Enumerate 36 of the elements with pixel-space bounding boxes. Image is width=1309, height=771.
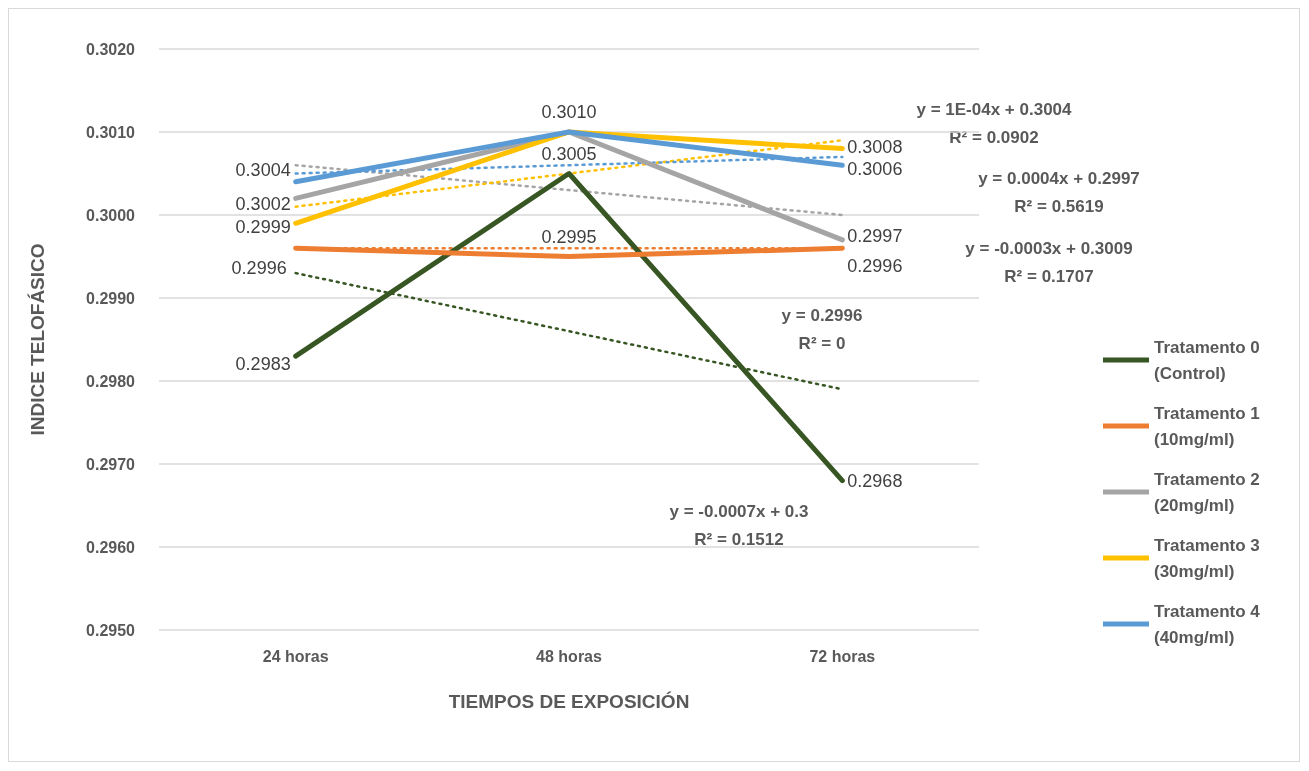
- legend-label: Tratamento 2 (20mg/ml): [1154, 469, 1265, 515]
- data-label: 0.3010: [541, 102, 597, 122]
- legend-label: Tratamento 4 (40mg/ml): [1154, 601, 1265, 647]
- y-tick-label: 0.3000: [86, 206, 136, 224]
- x-axis-title: TIEMPOS DE EXPOSICIÓN: [448, 691, 690, 712]
- y-tick-label: 0.3020: [86, 40, 136, 58]
- data-label: 0.2968: [847, 470, 903, 491]
- y-tick-label: 0.2970: [86, 455, 136, 473]
- annotation: y = 1E-04x + 0.3004 R² = 0.0902: [916, 99, 1073, 147]
- data-label: 0.2996: [847, 256, 903, 277]
- legend-label: Tratamento 1 (10mg/ml): [1154, 403, 1265, 449]
- y-tick-label: 0.2980: [86, 372, 136, 390]
- y-tick-label: 0.3010: [86, 123, 136, 141]
- y-tick-label: 0.2950: [86, 621, 136, 639]
- y-axis-title: INDICE TELOFÁSICO: [27, 243, 48, 436]
- data-label: 0.2996: [231, 258, 287, 279]
- y-tick-label: 0.2960: [86, 538, 136, 556]
- annotation: y = -0.0007x + 0.3 R² = 0.1512: [669, 501, 809, 549]
- annotation: y = 0.2996 R² = 0: [781, 305, 863, 353]
- y-tick-label: 0.2990: [86, 289, 136, 307]
- legend-label: Tratamento 3 (30mg/ml): [1154, 535, 1265, 581]
- data-label: 0.3004: [235, 159, 291, 180]
- data-label: 0.3006: [847, 159, 903, 180]
- x-tick-label: 48 horas: [536, 647, 603, 665]
- x-tick-label: 72 horas: [809, 647, 876, 665]
- legend-label: Tratamento 0 (Control): [1154, 337, 1265, 383]
- data-label: 0.3005: [541, 143, 597, 164]
- data-label: 0.3008: [847, 136, 903, 157]
- annotation: y = -0.0003x + 0.3009 R² = 0.1707: [965, 238, 1133, 286]
- data-label: 0.2997: [847, 225, 903, 246]
- data-label: 0.2995: [541, 226, 597, 247]
- data-label: 0.2983: [235, 354, 291, 375]
- data-label: 0.2999: [235, 217, 291, 238]
- x-tick-label: 24 horas: [262, 647, 329, 665]
- data-label: 0.3002: [235, 194, 291, 215]
- annotation: y = 0.0004x + 0.2997 R² = 0.5619: [978, 168, 1140, 216]
